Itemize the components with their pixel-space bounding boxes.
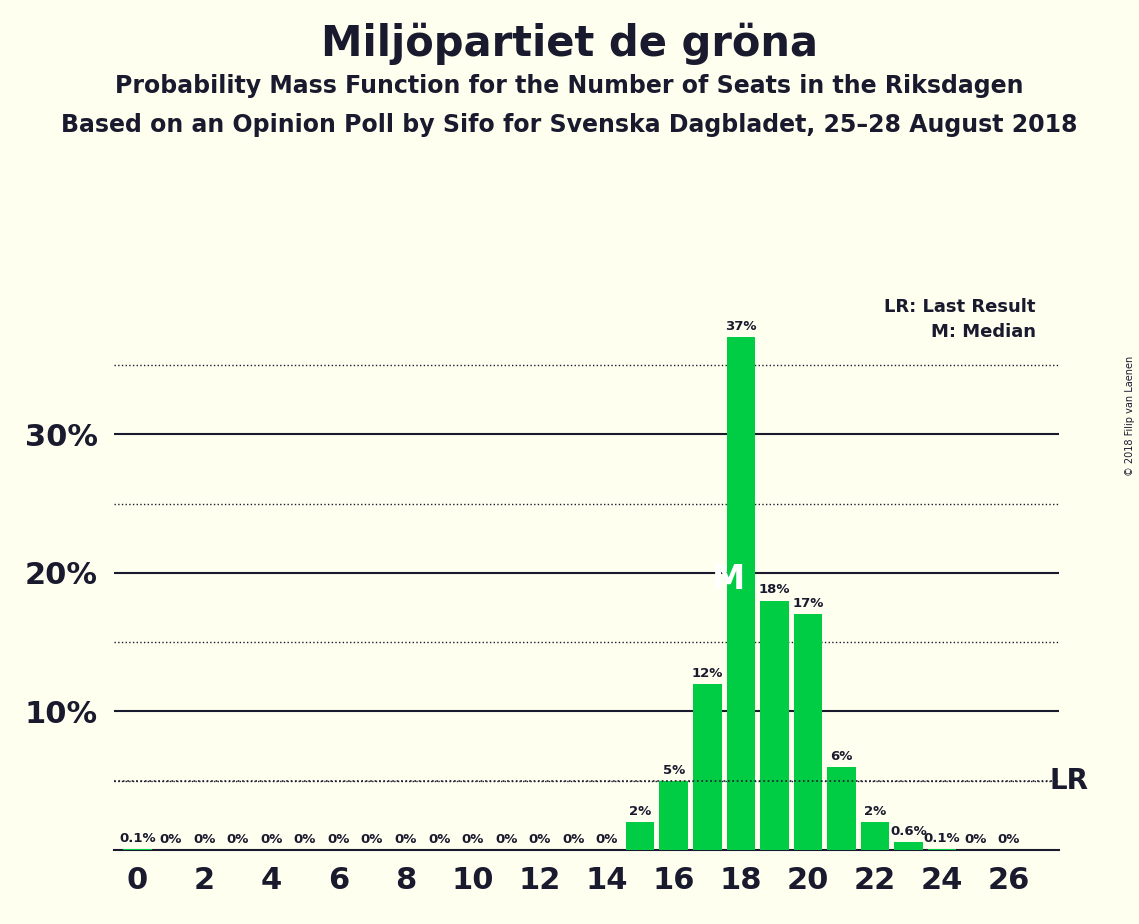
Text: 0%: 0% bbox=[596, 833, 617, 846]
Text: 12%: 12% bbox=[691, 666, 723, 680]
Bar bbox=[626, 822, 655, 850]
Text: 0%: 0% bbox=[194, 833, 215, 846]
Text: 0%: 0% bbox=[965, 833, 986, 846]
Text: 0%: 0% bbox=[361, 833, 383, 846]
Text: 17%: 17% bbox=[792, 597, 823, 610]
Bar bbox=[760, 601, 788, 850]
Text: 0%: 0% bbox=[998, 833, 1021, 846]
Bar bbox=[693, 684, 721, 850]
Text: 0.1%: 0.1% bbox=[120, 832, 156, 845]
Text: 2%: 2% bbox=[629, 805, 652, 819]
Bar bbox=[927, 848, 956, 850]
Text: 0.6%: 0.6% bbox=[890, 824, 927, 837]
Bar bbox=[894, 842, 923, 850]
Text: 0%: 0% bbox=[528, 833, 551, 846]
Text: 0%: 0% bbox=[159, 833, 182, 846]
Text: M: Median: M: Median bbox=[931, 323, 1035, 341]
Bar bbox=[123, 848, 151, 850]
Text: 0%: 0% bbox=[428, 833, 450, 846]
Text: LR: Last Result: LR: Last Result bbox=[884, 298, 1035, 316]
Bar bbox=[659, 781, 688, 850]
Text: 5%: 5% bbox=[663, 763, 685, 776]
Bar bbox=[861, 822, 890, 850]
Text: 0%: 0% bbox=[394, 833, 417, 846]
Text: Based on an Opinion Poll by Sifo for Svenska Dagbladet, 25–28 August 2018: Based on an Opinion Poll by Sifo for Sve… bbox=[62, 113, 1077, 137]
Text: Miljöpartiet de gröna: Miljöpartiet de gröna bbox=[321, 23, 818, 66]
Bar bbox=[794, 614, 822, 850]
Text: 37%: 37% bbox=[726, 320, 756, 334]
Text: M: M bbox=[712, 564, 745, 596]
Bar bbox=[727, 337, 755, 850]
Text: 18%: 18% bbox=[759, 583, 790, 597]
Text: 0%: 0% bbox=[261, 833, 282, 846]
Text: 6%: 6% bbox=[830, 749, 853, 763]
Text: 0%: 0% bbox=[562, 833, 584, 846]
Text: 0%: 0% bbox=[461, 833, 484, 846]
Text: © 2018 Filip van Laenen: © 2018 Filip van Laenen bbox=[1125, 356, 1134, 476]
Text: Probability Mass Function for the Number of Seats in the Riksdagen: Probability Mass Function for the Number… bbox=[115, 74, 1024, 98]
Text: 0%: 0% bbox=[294, 833, 317, 846]
Text: LR: LR bbox=[1049, 767, 1088, 795]
Text: 0%: 0% bbox=[227, 833, 249, 846]
Text: 2%: 2% bbox=[863, 805, 886, 819]
Text: 0%: 0% bbox=[495, 833, 517, 846]
Text: 0%: 0% bbox=[327, 833, 350, 846]
Text: 0.1%: 0.1% bbox=[924, 832, 960, 845]
Bar bbox=[827, 767, 855, 850]
